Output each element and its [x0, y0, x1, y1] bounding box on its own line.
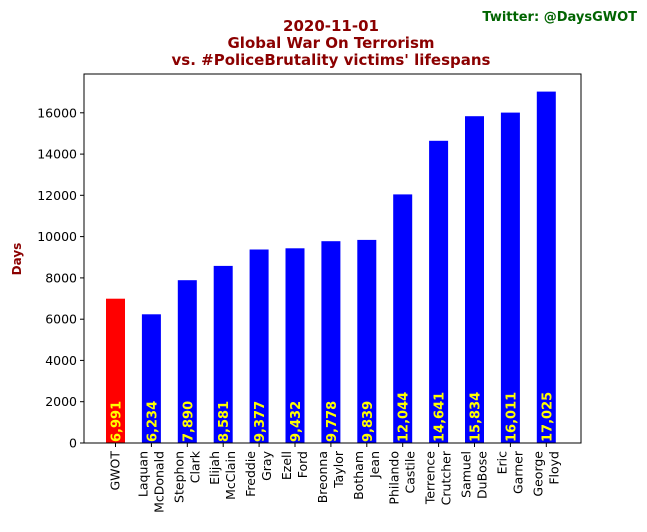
bar-7 — [357, 239, 377, 443]
bar-value-label-0: 6,991 — [110, 401, 125, 442]
x-ticks-group: GWOT Laquan McDonald Stephon Clark Elijah McCl… — [108, 443, 561, 513]
x-tick-label-4-1: Gray — [259, 450, 274, 480]
x-tick-label-5-0: Ezell — [279, 451, 294, 480]
y-tick-label-2: 4000 — [45, 353, 77, 368]
x-tick-label-8-1: Castile — [403, 451, 418, 494]
x-tick-label-2-0: Stephon — [171, 451, 186, 503]
y-tick-label-3: 6000 — [45, 312, 77, 327]
x-tick-label-1-1: McDonald — [151, 451, 166, 513]
x-tick-label-10-0: Samuel — [459, 451, 474, 498]
bar-2 — [177, 280, 197, 443]
bar-value-label-1: 6,234 — [145, 401, 160, 442]
x-tick-label-12-0: George — [530, 451, 545, 497]
bar-9 — [429, 140, 449, 444]
x-tick-label-3-0: Elijah — [207, 451, 222, 485]
bar-value-label-5: 9,432 — [289, 401, 304, 442]
x-tick-label-2-1: Clark — [187, 450, 202, 483]
chart-title-sub: vs. #PoliceBrutality victims' lifespans — [172, 51, 491, 69]
bar-0 — [106, 298, 125, 443]
x-tick-label-9-1: Crutcher — [439, 450, 454, 505]
y-tick-label-7: 14000 — [37, 147, 77, 162]
bar-value-label-6: 9,778 — [325, 401, 340, 442]
y-tick-label-8: 16000 — [37, 105, 77, 120]
y-tick-label-5: 10000 — [37, 229, 77, 244]
chart-title-main: Global War On Terrorism — [228, 34, 435, 52]
twitter-credit: Twitter: @DaysGWOT — [482, 10, 637, 25]
bar-value-label-12: 17,025 — [540, 392, 555, 442]
y-tick-label-4: 8000 — [45, 270, 77, 285]
x-tick-label-5-1: Ford — [295, 451, 310, 478]
x-tick-label-6-1: Taylor — [331, 450, 346, 489]
bar-value-label-4: 9,377 — [253, 401, 268, 442]
x-tick-label-0-0: GWOT — [108, 451, 123, 491]
bar-8 — [393, 194, 413, 443]
bar-value-label-7: 9,839 — [361, 401, 376, 442]
bar-3 — [213, 265, 233, 443]
bar-4 — [249, 249, 269, 443]
x-tick-label-7-1: Jean — [367, 451, 382, 479]
x-tick-label-8-0: Philando — [387, 451, 402, 505]
y-ticks-group: 0 2000 4000 6000 8000 10000 12000 14000 16000 — [37, 105, 84, 451]
bar-value-label-8: 12,044 — [397, 392, 412, 442]
x-tick-label-4-0: Freddie — [243, 451, 258, 497]
bar-5 — [285, 248, 305, 443]
x-tick-label-1-0: Laquan — [135, 451, 150, 497]
bar-6 — [321, 241, 341, 443]
x-tick-label-9-0: Terrence — [423, 451, 438, 505]
x-tick-label-11-0: Eric — [494, 451, 509, 475]
y-axis-label: Days — [10, 243, 24, 276]
bar-value-label-9: 14,641 — [433, 392, 448, 442]
x-tick-label-3-1: McClain — [223, 451, 238, 500]
x-tick-label-7-0: Botham — [351, 451, 366, 500]
x-tick-label-12-1: Floyd — [546, 451, 561, 485]
bar-1 — [141, 314, 161, 443]
y-tick-label-6: 12000 — [37, 188, 77, 203]
bar-value-label-10: 15,834 — [469, 392, 484, 442]
bars-group: 6,991 6,234 7,890 8,581 9,377 9,432 9,778 9,839… — [106, 91, 556, 444]
y-tick-label-1: 2000 — [45, 394, 77, 409]
bar-value-label-3: 8,581 — [217, 401, 232, 442]
plot-frame — [83, 73, 582, 444]
bar-10 — [465, 116, 484, 443]
x-tick-label-11-1: Garner — [510, 450, 525, 494]
chart-title-date: 2020-11-01 — [283, 17, 379, 35]
bar-11 — [500, 112, 520, 443]
x-tick-label-10-1: DuBose — [475, 451, 490, 499]
x-tick-label-6-0: Breonna — [315, 451, 330, 503]
bar-value-label-2: 7,890 — [181, 401, 196, 442]
y-tick-label-0: 0 — [69, 436, 77, 451]
bar-value-label-11: 16,011 — [504, 392, 519, 442]
bar-12 — [536, 91, 556, 443]
